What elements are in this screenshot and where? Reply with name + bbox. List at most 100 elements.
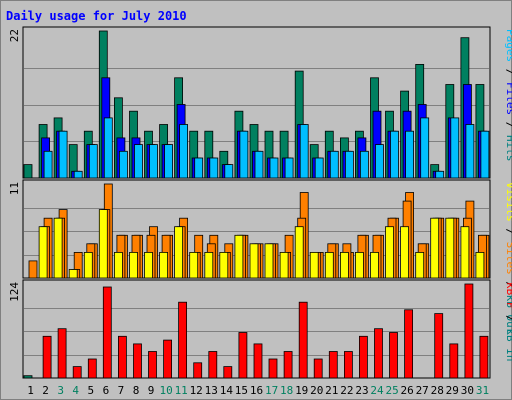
x-tick-label: 28 [431, 384, 444, 397]
bar-kb-f [389, 332, 398, 379]
bar-pages [88, 144, 98, 179]
bar-kb-f [102, 286, 112, 379]
bar-visits [430, 217, 440, 279]
x-tick-label: 29 [446, 384, 459, 397]
bar-kb-f [283, 351, 293, 379]
bar-pages [209, 157, 219, 179]
x-tick-label: 6 [103, 384, 110, 397]
panel-axis-label: kB F / kB In [504, 282, 512, 362]
bar-kb-f [343, 351, 353, 379]
x-tick-label: 12 [190, 384, 203, 397]
bar-kb-f [313, 358, 323, 379]
x-tick-label: 15 [235, 384, 248, 397]
bar-kb-f [87, 358, 97, 379]
series-visits [38, 209, 485, 279]
bar-kb-f [57, 328, 67, 379]
series-kb-f [42, 283, 489, 379]
scale-label: 124 [8, 282, 21, 302]
bar-pages [405, 130, 415, 179]
bar-visits [264, 243, 274, 279]
bar-pages [299, 124, 309, 179]
bar-kb-f [404, 309, 414, 379]
x-tick-label: 14 [220, 384, 234, 397]
bar-visits [204, 251, 214, 279]
x-tick-label: 9 [148, 384, 155, 397]
bar-visits [219, 251, 229, 279]
bar-kb-f [163, 339, 173, 379]
x-tick-label: 25 [385, 384, 398, 397]
x-tick-label: 18 [280, 384, 293, 397]
bar-pages [119, 150, 128, 179]
x-tick-label: 7 [118, 384, 125, 397]
bar-visits [460, 226, 470, 279]
axis-label-part: / [504, 309, 512, 329]
bar-kb-out [28, 260, 38, 279]
bar-kb-f [148, 351, 157, 379]
bar-kb-f [178, 301, 188, 379]
bar-visits [83, 251, 93, 279]
x-tick-label: 30 [461, 384, 474, 397]
x-tick-label: 24 [370, 384, 384, 397]
bar-kb-f [238, 332, 248, 379]
axis-label-part: Sites [504, 242, 512, 275]
panel-axis-label: Visits / Sites / kB Out [504, 182, 512, 334]
x-tick-label: 10 [159, 384, 172, 397]
x-tick-label: 13 [205, 384, 218, 397]
bar-pages [375, 144, 384, 179]
scale-label: 11 [8, 182, 21, 195]
bar-visits [249, 243, 259, 279]
bar-kb-f [374, 328, 383, 379]
x-tick-label: 4 [72, 384, 79, 397]
bar-pages [450, 117, 460, 179]
x-tick-label: 2 [42, 384, 49, 397]
x-tick-label: 5 [87, 384, 94, 397]
axis-label-part: / [504, 275, 512, 295]
x-tick-label: 16 [250, 384, 263, 397]
series-pages [43, 117, 490, 179]
bar-pages [239, 130, 249, 179]
axis-label-part: / [504, 115, 512, 135]
bar-visits [309, 251, 319, 279]
x-axis-labels: 1 2 3 4 5 6 7 8 9 10 11 12 13 14 15 16 17 18 19 20 21 22 23 24 2… [27, 384, 489, 397]
bar-kb-f [253, 343, 263, 379]
series-kb-in [23, 375, 33, 379]
bar-visits [279, 251, 289, 279]
bar-pages [43, 150, 53, 179]
chart-panels: 22 Pages / Files / Hits 11 Visits / Sites /… [8, 26, 512, 379]
bar-kb-f [328, 351, 338, 379]
bar-visits [38, 226, 48, 279]
axis-label-part: Pages [504, 29, 512, 62]
axis-label-part: Files [504, 82, 512, 115]
bar-visits [144, 251, 153, 279]
x-tick-label: 22 [340, 384, 353, 397]
bar-visits [475, 251, 485, 279]
bar-pages [134, 144, 143, 179]
bar-kb-f [479, 335, 489, 379]
bar-kb-f [434, 313, 444, 379]
bar-visits [400, 226, 410, 279]
bar-kb-f [42, 335, 52, 379]
bar-pages [103, 117, 113, 179]
x-tick-label: 27 [416, 384, 429, 397]
bar-pages [149, 144, 158, 179]
x-tick-label: 31 [476, 384, 489, 397]
bar-visits [129, 251, 138, 279]
axis-label-part: / [504, 62, 512, 82]
chart-title: Daily usage for July 2010 [6, 9, 187, 23]
bar-visits [294, 226, 304, 279]
bar-visits [234, 234, 244, 279]
bar-kb-f [268, 358, 278, 379]
bar-pages [390, 130, 399, 179]
bar-visits [415, 251, 425, 279]
axis-label-part: / [504, 222, 512, 242]
bar-visits [339, 251, 349, 279]
x-tick-label: 3 [57, 384, 64, 397]
axis-label-part: Hits [504, 135, 512, 162]
bar-pages [284, 157, 294, 179]
x-tick-label: 1 [27, 384, 34, 397]
bar-visits [189, 251, 199, 279]
x-tick-label: 23 [355, 384, 368, 397]
x-tick-label: 8 [133, 384, 140, 397]
bar-hits [23, 164, 33, 179]
